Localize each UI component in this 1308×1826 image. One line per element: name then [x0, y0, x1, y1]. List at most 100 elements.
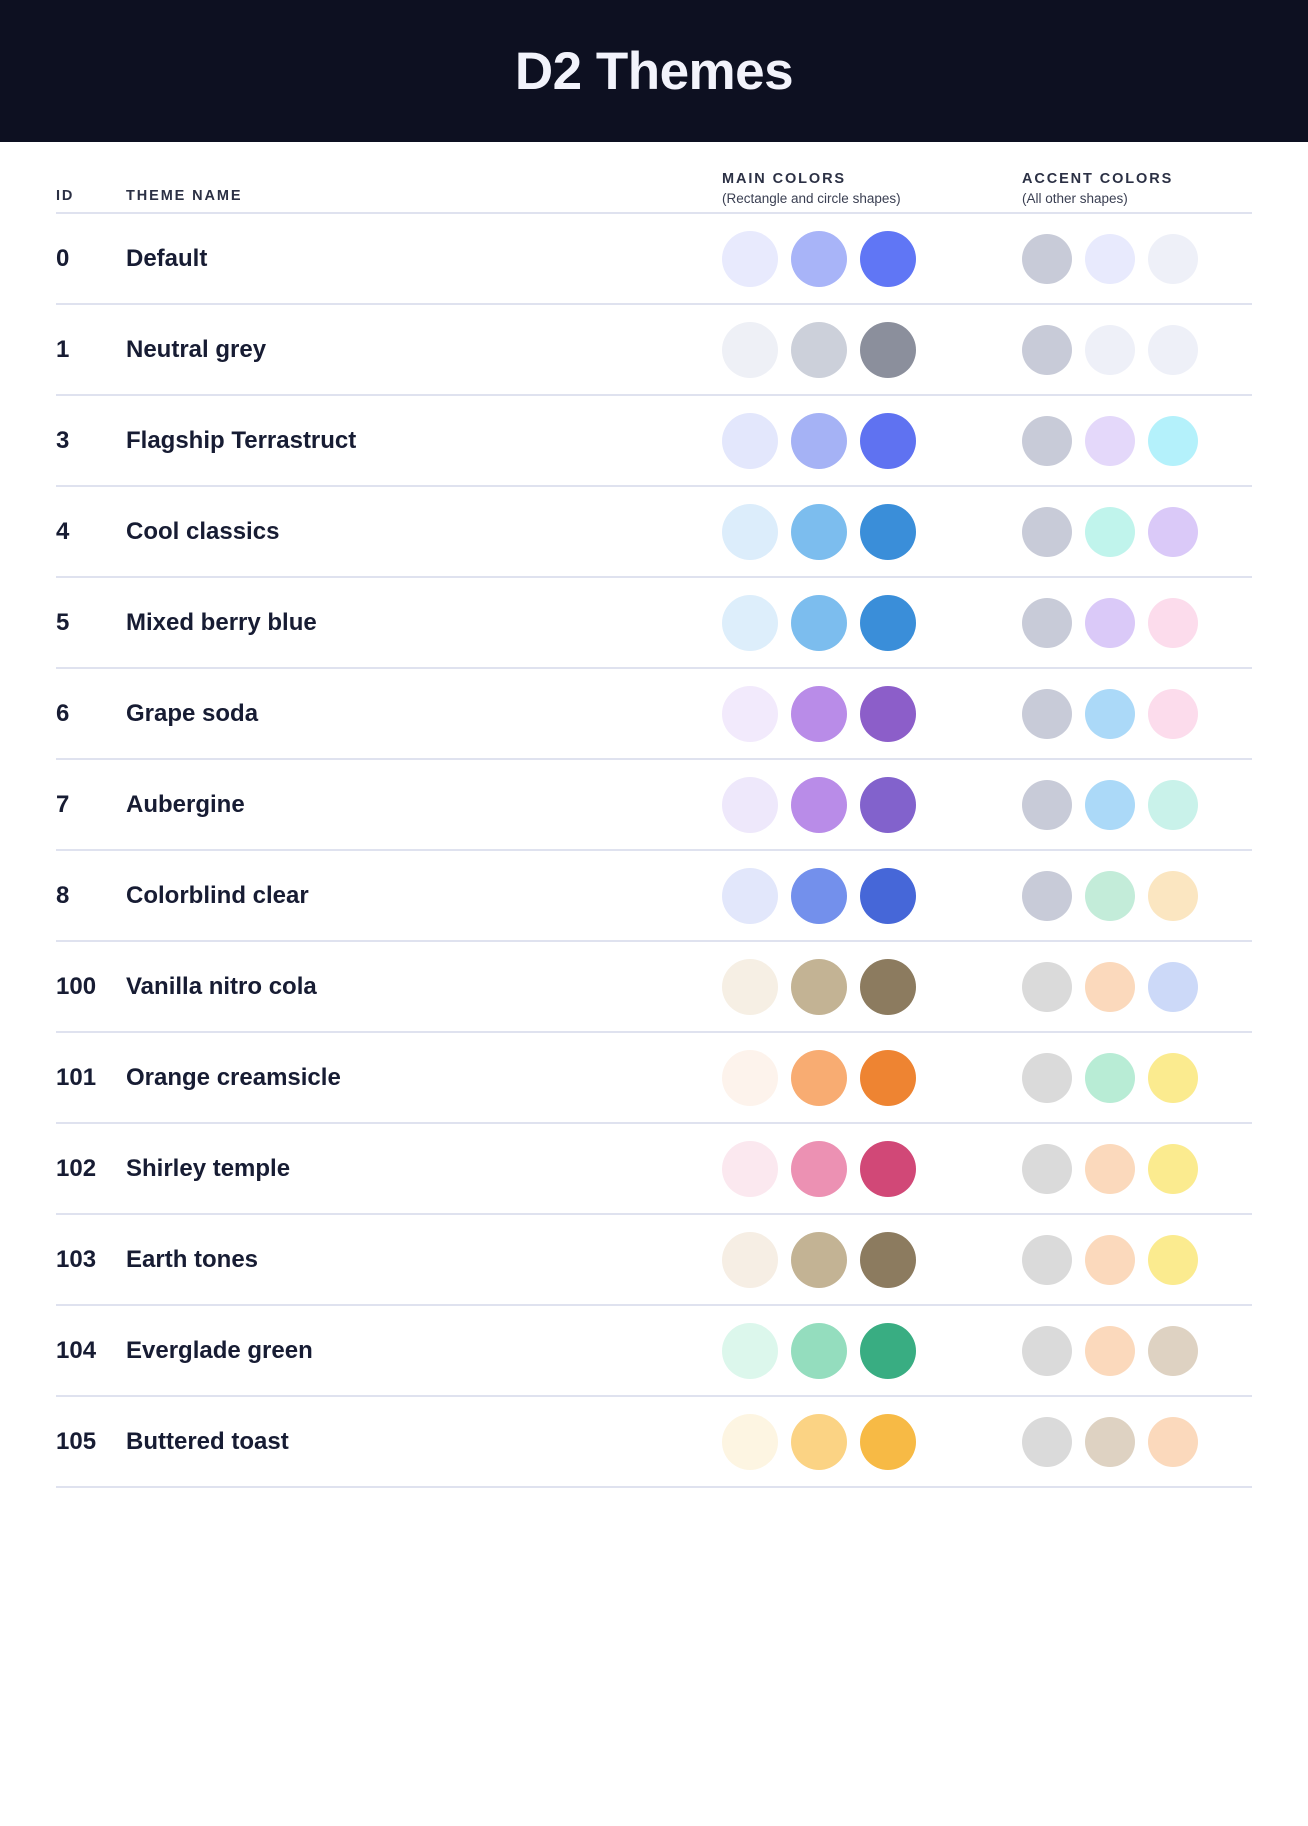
main-color-swatch[interactable] [860, 776, 916, 833]
table-row[interactable]: 7 Aubergine [56, 760, 1252, 851]
accent-color-swatch[interactable] [1148, 1143, 1198, 1194]
accent-color-swatch[interactable] [1022, 415, 1072, 466]
main-color-swatch[interactable] [791, 503, 847, 560]
accent-color-swatch[interactable] [1085, 1052, 1135, 1103]
accent-color-swatch[interactable] [1148, 961, 1198, 1012]
main-color-swatch[interactable] [791, 594, 847, 651]
main-color-swatch[interactable] [722, 1322, 778, 1379]
main-color-swatch[interactable] [722, 503, 778, 560]
main-color-swatch[interactable] [791, 685, 847, 742]
accent-color-swatch[interactable] [1148, 1325, 1198, 1376]
table-row[interactable]: 8 Colorblind clear [56, 851, 1252, 942]
accent-color-swatch[interactable] [1085, 870, 1135, 921]
accent-color-swatch[interactable] [1148, 1234, 1198, 1285]
main-color-swatch[interactable] [860, 685, 916, 742]
accent-color-swatch[interactable] [1022, 1325, 1072, 1376]
accent-color-swatch[interactable] [1022, 506, 1072, 557]
main-color-swatch[interactable] [722, 867, 778, 924]
main-color-swatch[interactable] [722, 776, 778, 833]
accent-color-swatch[interactable] [1085, 324, 1135, 375]
table-row[interactable]: 0 Default [56, 214, 1252, 305]
main-color-swatch[interactable] [722, 685, 778, 742]
main-color-swatch[interactable] [860, 1049, 916, 1106]
main-color-swatch[interactable] [722, 230, 778, 287]
table-row[interactable]: 4 Cool classics [56, 487, 1252, 578]
accent-color-swatch[interactable] [1022, 1143, 1072, 1194]
accent-color-swatch[interactable] [1022, 324, 1072, 375]
accent-color-swatch[interactable] [1148, 506, 1198, 557]
main-color-swatch[interactable] [722, 1140, 778, 1197]
main-color-swatch[interactable] [791, 1322, 847, 1379]
accent-color-swatch[interactable] [1148, 779, 1198, 830]
table-row[interactable]: 6 Grape soda [56, 669, 1252, 760]
main-color-swatch[interactable] [860, 594, 916, 651]
accent-color-swatch[interactable] [1148, 415, 1198, 466]
accent-color-swatch[interactable] [1022, 688, 1072, 739]
main-color-swatch[interactable] [860, 412, 916, 469]
main-color-swatch[interactable] [860, 958, 916, 1015]
accent-color-swatch[interactable] [1022, 779, 1072, 830]
main-color-swatch[interactable] [860, 1413, 916, 1470]
main-color-swatch[interactable] [791, 412, 847, 469]
accent-color-swatch[interactable] [1022, 233, 1072, 284]
accent-color-swatch[interactable] [1148, 870, 1198, 921]
main-color-swatch[interactable] [860, 230, 916, 287]
accent-color-swatch[interactable] [1022, 597, 1072, 648]
accent-color-swatch[interactable] [1085, 1234, 1135, 1285]
main-color-swatch[interactable] [860, 1322, 916, 1379]
accent-color-swatch[interactable] [1085, 506, 1135, 557]
accent-color-swatch[interactable] [1085, 1325, 1135, 1376]
accent-color-swatch[interactable] [1148, 1052, 1198, 1103]
table-row[interactable]: 5 Mixed berry blue [56, 578, 1252, 669]
accent-color-swatch[interactable] [1148, 1416, 1198, 1467]
table-row[interactable]: 102 Shirley temple [56, 1124, 1252, 1215]
table-row[interactable]: 1 Neutral grey [56, 305, 1252, 396]
main-color-swatch[interactable] [860, 1231, 916, 1288]
table-row[interactable]: 103 Earth tones [56, 1215, 1252, 1306]
main-color-swatch[interactable] [722, 412, 778, 469]
main-color-swatch[interactable] [791, 867, 847, 924]
main-color-swatch[interactable] [722, 1231, 778, 1288]
accent-color-swatch[interactable] [1022, 870, 1072, 921]
accent-color-swatch[interactable] [1022, 961, 1072, 1012]
accent-color-swatch[interactable] [1085, 233, 1135, 284]
accent-color-swatch[interactable] [1022, 1234, 1072, 1285]
main-color-swatch[interactable] [791, 1049, 847, 1106]
main-color-swatch[interactable] [791, 958, 847, 1015]
main-color-swatch[interactable] [722, 958, 778, 1015]
main-color-swatch[interactable] [860, 503, 916, 560]
main-color-swatch[interactable] [791, 1140, 847, 1197]
main-color-swatch[interactable] [860, 1140, 916, 1197]
main-color-swatch[interactable] [722, 594, 778, 651]
accent-color-swatch[interactable] [1085, 1416, 1135, 1467]
table-row[interactable]: 104 Everglade green [56, 1306, 1252, 1397]
main-color-swatch[interactable] [860, 321, 916, 378]
accent-color-swatch[interactable] [1022, 1416, 1072, 1467]
main-color-swatch[interactable] [722, 321, 778, 378]
accent-color-swatch[interactable] [1022, 1052, 1072, 1103]
accent-color-swatch[interactable] [1085, 415, 1135, 466]
accent-color-swatch[interactable] [1085, 1143, 1135, 1194]
table-row[interactable]: 105 Buttered toast [56, 1397, 1252, 1488]
accent-color-swatch[interactable] [1148, 324, 1198, 375]
table-row[interactable]: 101 Orange creamsicle [56, 1033, 1252, 1124]
main-color-swatch[interactable] [791, 776, 847, 833]
accent-color-swatch[interactable] [1148, 597, 1198, 648]
accent-color-swatch[interactable] [1148, 233, 1198, 284]
accent-color-swatch[interactable] [1148, 688, 1198, 739]
main-color-swatch[interactable] [860, 867, 916, 924]
accent-color-swatch[interactable] [1085, 961, 1135, 1012]
accent-color-swatch[interactable] [1085, 597, 1135, 648]
main-color-swatch[interactable] [791, 230, 847, 287]
accent-color-swatch[interactable] [1085, 688, 1135, 739]
main-color-swatch[interactable] [791, 1231, 847, 1288]
main-colors-group [722, 412, 1022, 469]
main-color-swatch[interactable] [722, 1049, 778, 1106]
accent-color-swatch[interactable] [1085, 779, 1135, 830]
table-row[interactable]: 100 Vanilla nitro cola [56, 942, 1252, 1033]
main-color-swatch[interactable] [722, 1413, 778, 1470]
main-color-swatch[interactable] [791, 321, 847, 378]
table-row[interactable]: 3 Flagship Terrastruct [56, 396, 1252, 487]
main-color-swatch[interactable] [791, 1413, 847, 1470]
